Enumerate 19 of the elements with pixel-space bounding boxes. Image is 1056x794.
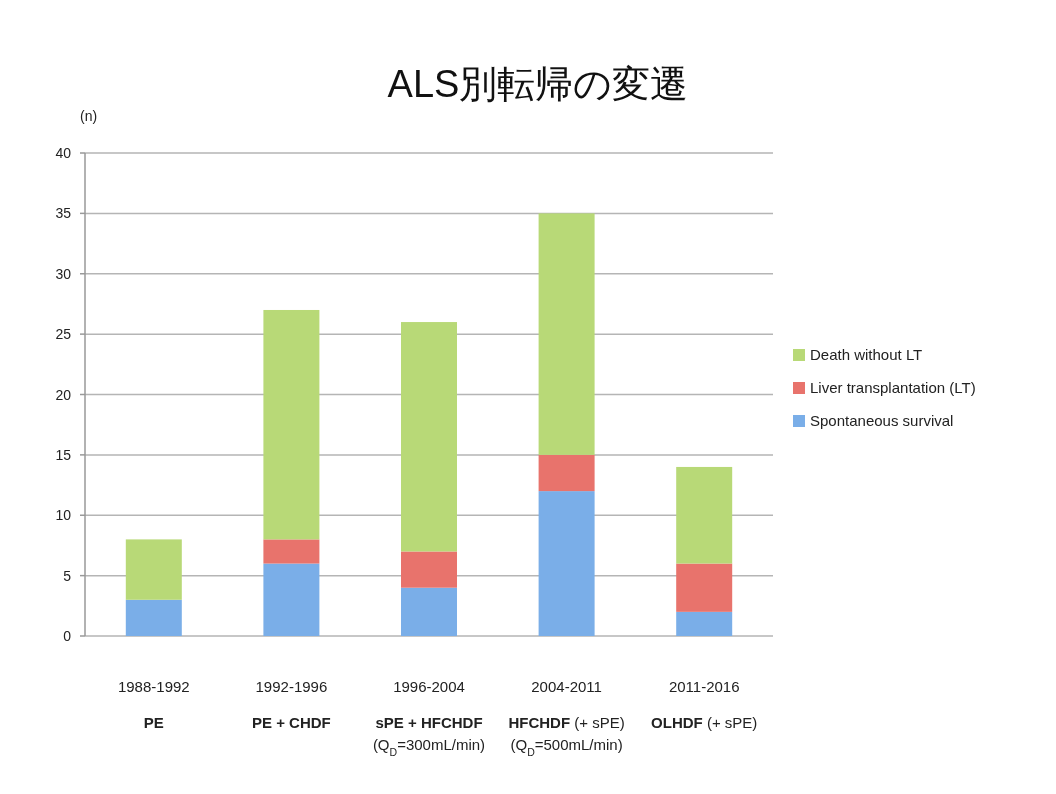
y-tick-label: 20 xyxy=(55,386,72,403)
y-tick-label: 0 xyxy=(63,628,72,644)
y-tick-label: 40 xyxy=(55,145,72,161)
y-tick-label: 25 xyxy=(55,326,72,343)
y-tick-label: 5 xyxy=(63,567,72,584)
legend-label: Liver transplantation (LT) xyxy=(810,379,976,396)
y-tick-label: 30 xyxy=(55,265,72,282)
legend-label: Death without LT xyxy=(810,346,923,363)
y-tick-label: 15 xyxy=(55,446,72,463)
chart-title: ALS別転帰の変遷 xyxy=(387,63,689,105)
y-tick-label: 35 xyxy=(55,205,72,222)
category-label: 1988-1992 PE xyxy=(117,678,190,731)
y-tick-label: 10 xyxy=(55,507,72,524)
category-label: 1996-2004 sPE + HFCHDF (Q$_{D}$=300mL/min) xyxy=(372,678,486,758)
category-label: 1992-1996 PE + CHDF xyxy=(252,678,331,731)
legend-label: Spontaneous survival xyxy=(810,412,954,429)
category-label: 2004-2011 HFCHDF (+ sPE) (Q$_{D}$=500mL/min) xyxy=(508,678,625,758)
y-axis-title: (n) xyxy=(80,108,98,124)
category-label: 2011-2016 OLHDF (+ sPE) xyxy=(651,678,758,731)
